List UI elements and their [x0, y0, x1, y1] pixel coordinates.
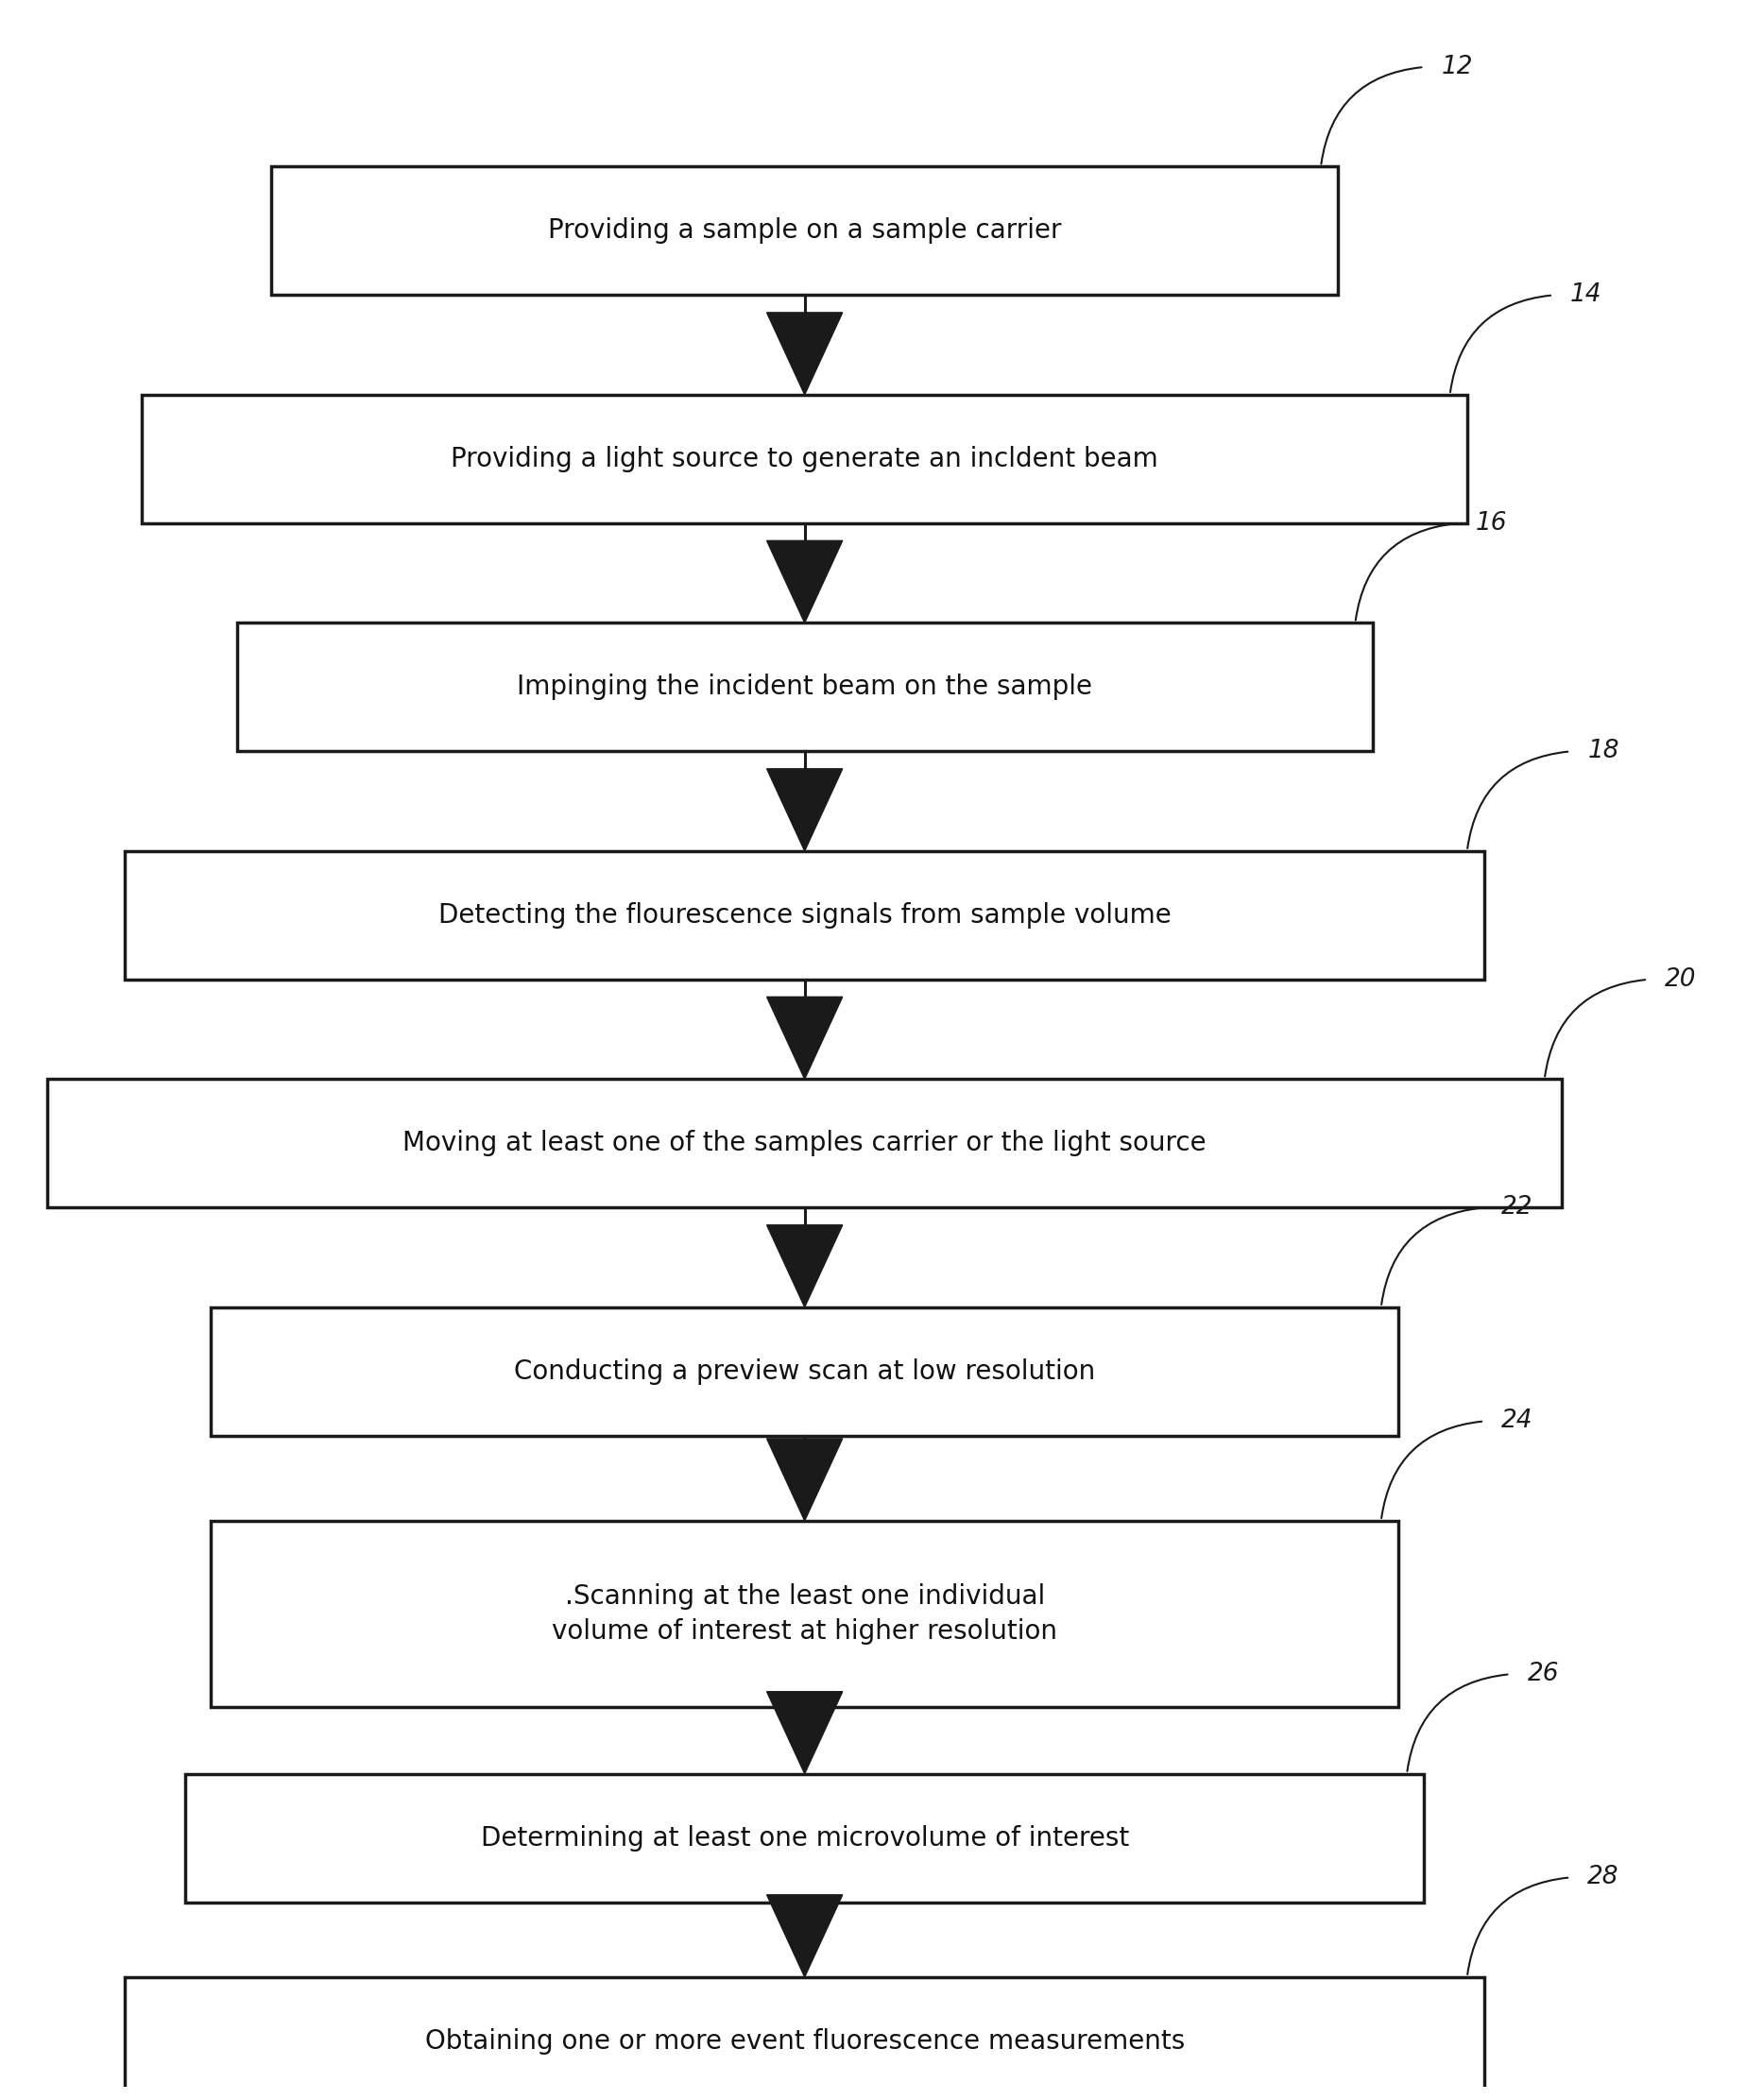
Polygon shape: [766, 1224, 842, 1306]
Polygon shape: [766, 540, 842, 624]
Text: Obtaining one or more event fluorescence measurements: Obtaining one or more event fluorescence…: [424, 2029, 1184, 2054]
Text: Determining at least one microvolume of interest: Determining at least one microvolume of …: [480, 1825, 1128, 1852]
Polygon shape: [766, 998, 842, 1079]
Text: 24: 24: [1502, 1409, 1533, 1434]
Polygon shape: [766, 1439, 842, 1520]
Text: 18: 18: [1587, 739, 1619, 764]
Text: 26: 26: [1526, 1661, 1557, 1686]
Text: 16: 16: [1475, 510, 1507, 536]
Polygon shape: [766, 313, 842, 395]
FancyBboxPatch shape: [141, 395, 1467, 523]
FancyBboxPatch shape: [237, 624, 1372, 752]
FancyBboxPatch shape: [47, 1079, 1561, 1208]
Text: Providing a light source to generate an incldent beam: Providing a light source to generate an …: [450, 445, 1158, 472]
Text: Impinging the incident beam on the sample: Impinging the incident beam on the sampl…: [517, 674, 1091, 699]
FancyBboxPatch shape: [211, 1306, 1397, 1436]
Polygon shape: [766, 1894, 842, 1976]
FancyBboxPatch shape: [126, 851, 1484, 979]
Text: Conducting a preview scan at low resolution: Conducting a preview scan at low resolut…: [513, 1359, 1095, 1384]
Polygon shape: [766, 769, 842, 851]
Text: Moving at least one of the samples carrier or the light source: Moving at least one of the samples carri…: [403, 1130, 1206, 1157]
Text: .Scanning at the least one individual
volume of interest at higher resolution: .Scanning at the least one individual vo…: [552, 1583, 1056, 1644]
FancyBboxPatch shape: [185, 1774, 1423, 1903]
FancyBboxPatch shape: [271, 166, 1337, 296]
Text: 14: 14: [1570, 284, 1601, 307]
Text: 22: 22: [1502, 1195, 1533, 1220]
FancyBboxPatch shape: [126, 1976, 1484, 2100]
FancyBboxPatch shape: [211, 1520, 1397, 1707]
Text: Detecting the flourescence signals from sample volume: Detecting the flourescence signals from …: [438, 903, 1170, 928]
Text: 28: 28: [1587, 1865, 1619, 1890]
Polygon shape: [766, 1693, 842, 1774]
Text: 12: 12: [1440, 55, 1472, 80]
Text: 20: 20: [1664, 968, 1695, 991]
Text: Providing a sample on a sample carrier: Providing a sample on a sample carrier: [548, 218, 1062, 244]
